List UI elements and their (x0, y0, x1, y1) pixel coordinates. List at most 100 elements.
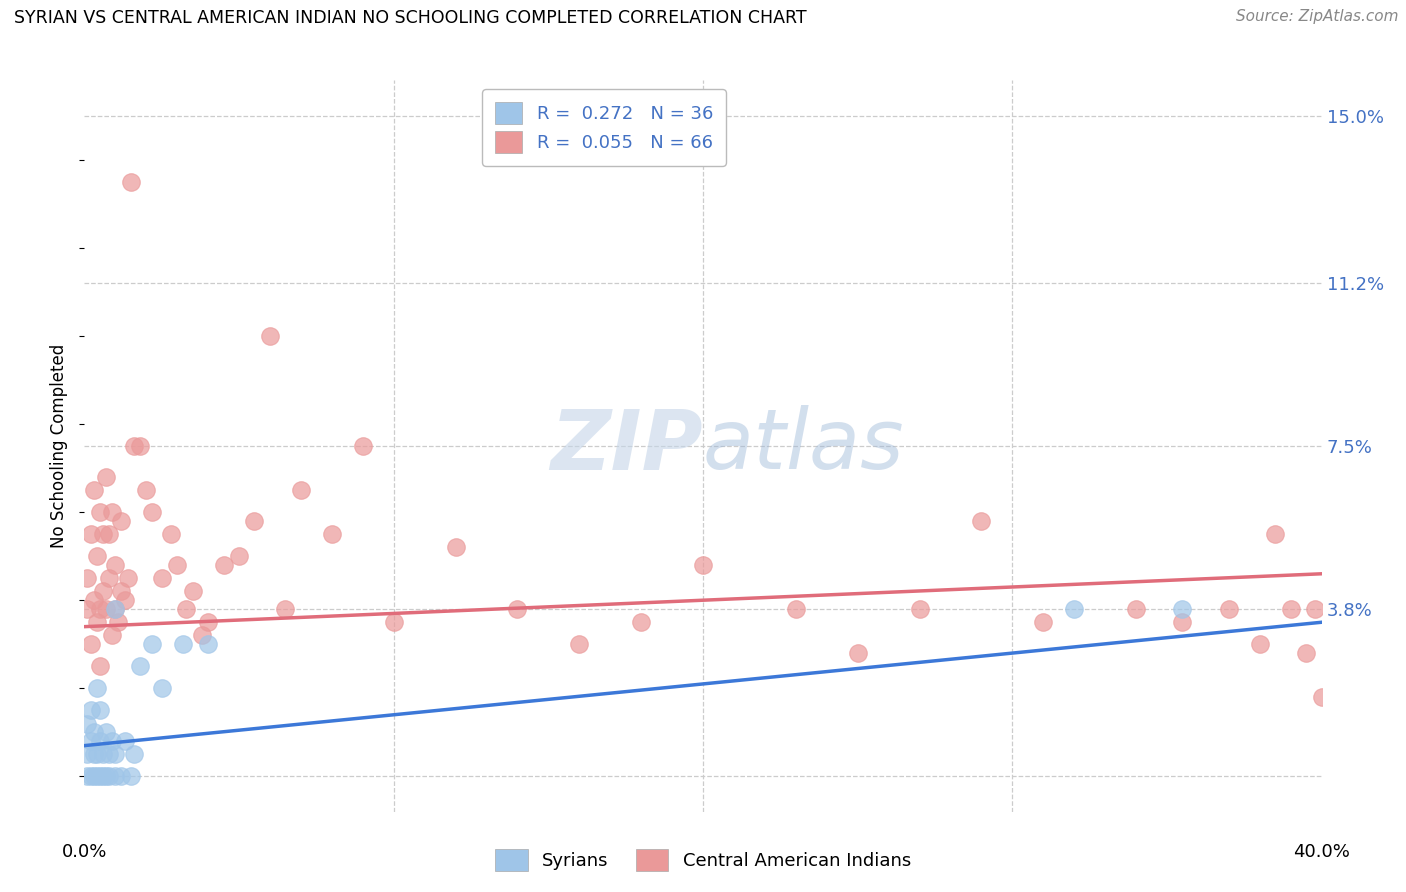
Point (243, 514, 266, 528)
Point (1295, 646, 1317, 660)
Point (117, 571, 139, 585)
Point (568, 637, 591, 651)
Point (150, 681, 173, 696)
Point (114, 734, 136, 748)
Point (83, 483, 105, 497)
Point (94, 725, 117, 739)
Point (107, 615, 129, 630)
Point (1171, 602, 1194, 616)
Point (79, 769, 101, 783)
Point (110, 769, 132, 783)
Point (89, 703, 111, 717)
Point (91, 527, 114, 541)
Point (274, 602, 297, 616)
Point (91, 747, 114, 762)
Point (1171, 615, 1194, 630)
Point (101, 734, 124, 748)
Point (122, 747, 145, 762)
Point (104, 602, 127, 616)
Point (86, 747, 108, 762)
Point (86, 681, 108, 696)
Point (176, 602, 198, 616)
Point (692, 558, 714, 572)
Point (83, 747, 105, 762)
Point (98, 571, 121, 585)
Legend: R =  0.272   N = 36, R =  0.055   N = 66: R = 0.272 N = 36, R = 0.055 N = 66 (482, 89, 725, 166)
Point (91, 584, 114, 599)
Point (86, 615, 108, 630)
Point (76, 716, 98, 731)
Point (91, 769, 114, 783)
Point (98, 527, 121, 541)
Point (212, 558, 235, 572)
Legend: Syrians, Central American Indians: Syrians, Central American Indians (488, 842, 918, 879)
Point (141, 637, 163, 651)
Point (79, 527, 101, 541)
Point (86, 549, 108, 563)
Point (94, 470, 117, 484)
Point (259, 329, 281, 343)
Point (1063, 602, 1085, 616)
Point (290, 483, 312, 497)
Point (110, 514, 132, 528)
Point (94, 602, 117, 616)
Point (382, 615, 405, 630)
Point (129, 659, 152, 673)
Point (444, 541, 467, 555)
Point (1125, 602, 1147, 616)
Point (141, 505, 163, 519)
Point (83, 769, 105, 783)
Point (89, 659, 111, 673)
Point (114, 593, 136, 607)
Text: ZIP: ZIP (550, 406, 703, 486)
Point (129, 439, 152, 453)
Point (104, 602, 127, 616)
Point (630, 615, 652, 630)
Point (110, 584, 132, 599)
Point (135, 483, 157, 497)
Text: SYRIAN VS CENTRAL AMERICAN INDIAN NO SCHOOLING COMPLETED CORRELATION CHART: SYRIAN VS CENTRAL AMERICAN INDIAN NO SCH… (14, 9, 807, 27)
Point (352, 439, 374, 453)
Point (76, 769, 98, 783)
Point (785, 602, 807, 616)
Point (150, 571, 173, 585)
Point (79, 637, 101, 651)
Point (122, 439, 145, 453)
Point (846, 646, 869, 660)
Point (197, 615, 219, 630)
Point (1218, 602, 1240, 616)
Point (101, 628, 124, 642)
Point (89, 769, 111, 783)
Point (120, 175, 142, 189)
Point (83, 593, 105, 607)
Point (506, 602, 529, 616)
Point (197, 637, 219, 651)
Point (1249, 637, 1271, 651)
Point (228, 549, 250, 563)
Point (79, 734, 101, 748)
Point (181, 584, 204, 599)
Point (94, 769, 117, 783)
Point (166, 558, 188, 572)
Text: 0.0%: 0.0% (62, 843, 107, 861)
Point (1279, 602, 1302, 616)
Point (1310, 690, 1333, 705)
Point (89, 505, 111, 519)
Point (89, 602, 111, 616)
Point (104, 769, 127, 783)
Text: 40.0%: 40.0% (1294, 843, 1350, 861)
Point (76, 602, 98, 616)
Point (89, 734, 111, 748)
Point (86, 769, 108, 783)
Point (321, 527, 343, 541)
Point (98, 747, 121, 762)
Text: atlas: atlas (703, 406, 904, 486)
Point (191, 628, 214, 642)
Y-axis label: No Schooling Completed: No Schooling Completed (51, 344, 69, 548)
Point (104, 558, 127, 572)
Point (76, 747, 98, 762)
Point (101, 505, 124, 519)
Point (98, 769, 121, 783)
Point (1264, 527, 1286, 541)
Point (83, 725, 105, 739)
